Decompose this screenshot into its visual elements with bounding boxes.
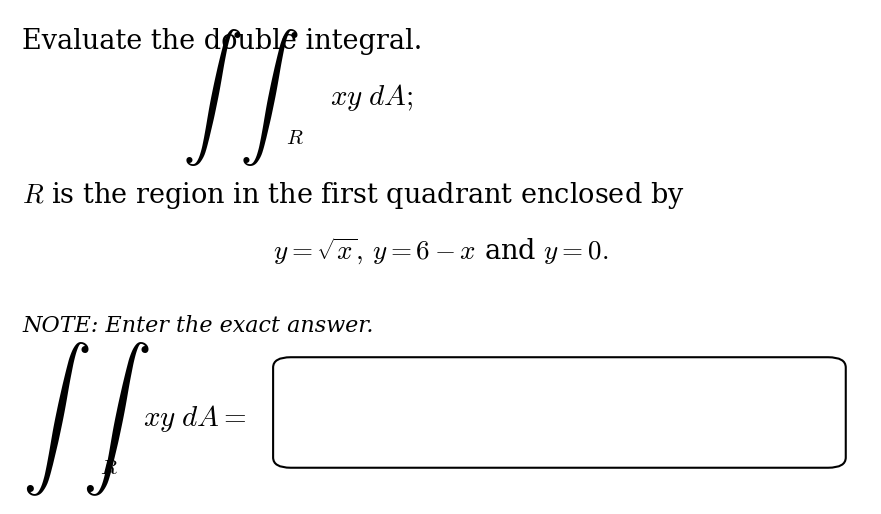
Text: $\int$: $\int$ bbox=[181, 27, 241, 168]
Text: $\int$: $\int$ bbox=[82, 340, 150, 498]
Text: $xy\; dA =$: $xy\; dA =$ bbox=[143, 403, 246, 434]
Text: $\int$: $\int$ bbox=[22, 340, 90, 498]
Text: $\int$: $\int$ bbox=[239, 27, 299, 168]
FancyBboxPatch shape bbox=[273, 357, 846, 468]
Text: $xy\; dA;$: $xy\; dA;$ bbox=[330, 82, 413, 113]
Text: $R$: $R$ bbox=[286, 130, 304, 148]
Text: $y = \sqrt{x},\, y = 6-x$ and $y = 0.$: $y = \sqrt{x},\, y = 6-x$ and $y = 0.$ bbox=[273, 236, 608, 267]
Text: $R$ is the region in the first quadrant enclosed by: $R$ is the region in the first quadrant … bbox=[22, 180, 685, 211]
Text: NOTE: Enter the exact answer.: NOTE: Enter the exact answer. bbox=[22, 316, 374, 337]
Text: Evaluate the double integral.: Evaluate the double integral. bbox=[22, 28, 422, 56]
Text: $R$: $R$ bbox=[100, 460, 117, 478]
